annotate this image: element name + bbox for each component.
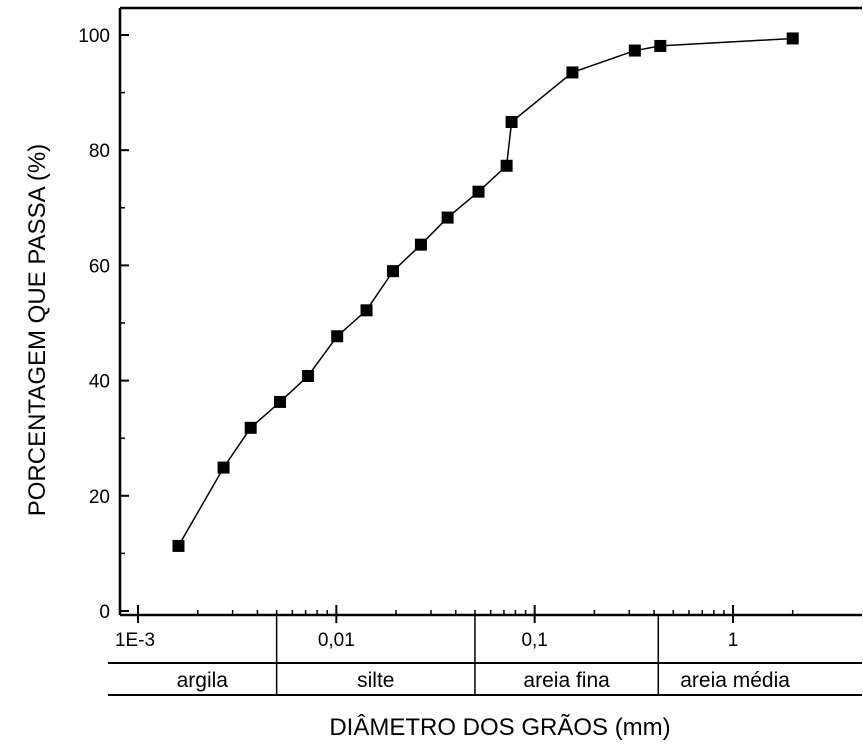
data-point-marker <box>441 211 454 224</box>
data-point-marker <box>472 185 485 198</box>
series-line <box>177 37 793 547</box>
data-point-marker <box>217 461 230 474</box>
data-point-marker <box>331 330 344 343</box>
y-tick-label: 20 <box>89 487 110 508</box>
grain-class-label: argila <box>177 669 229 692</box>
y-tick-label: 40 <box>89 372 110 393</box>
data-point-marker <box>244 421 257 434</box>
y-tick-label: 0 <box>99 602 110 623</box>
y-tick-label: 80 <box>89 141 110 162</box>
data-point-marker <box>500 159 513 172</box>
data-point-marker <box>360 304 373 317</box>
x-tick-label: 1 <box>728 630 739 651</box>
y-tick-label: 100 <box>78 26 110 47</box>
data-point-marker <box>628 44 641 57</box>
data-point-marker <box>274 395 287 408</box>
data-point-marker <box>172 539 185 552</box>
grain-class-label: areia média <box>680 669 790 692</box>
data-point-marker <box>414 238 427 251</box>
x-tick-label: 0,01 <box>318 630 355 651</box>
data-point-marker <box>505 115 518 128</box>
x-tick-label: 1E-3 <box>115 630 155 651</box>
x-tick-label: 0,1 <box>521 630 547 651</box>
y-axis-title: PORCENTAGEM QUE PASSA (%) <box>24 144 51 517</box>
grain-class-label: areia fina <box>523 669 610 692</box>
x-axis-title: DIÂMETRO DOS GRÃOS (mm) <box>329 714 670 741</box>
grain-class-label: silte <box>357 669 394 692</box>
y-tick-label: 60 <box>89 256 110 277</box>
data-point-marker <box>654 39 667 52</box>
data-point-marker <box>786 32 799 45</box>
data-point-marker <box>386 265 399 278</box>
data-point-marker <box>566 66 579 79</box>
data-point-marker <box>302 369 315 382</box>
